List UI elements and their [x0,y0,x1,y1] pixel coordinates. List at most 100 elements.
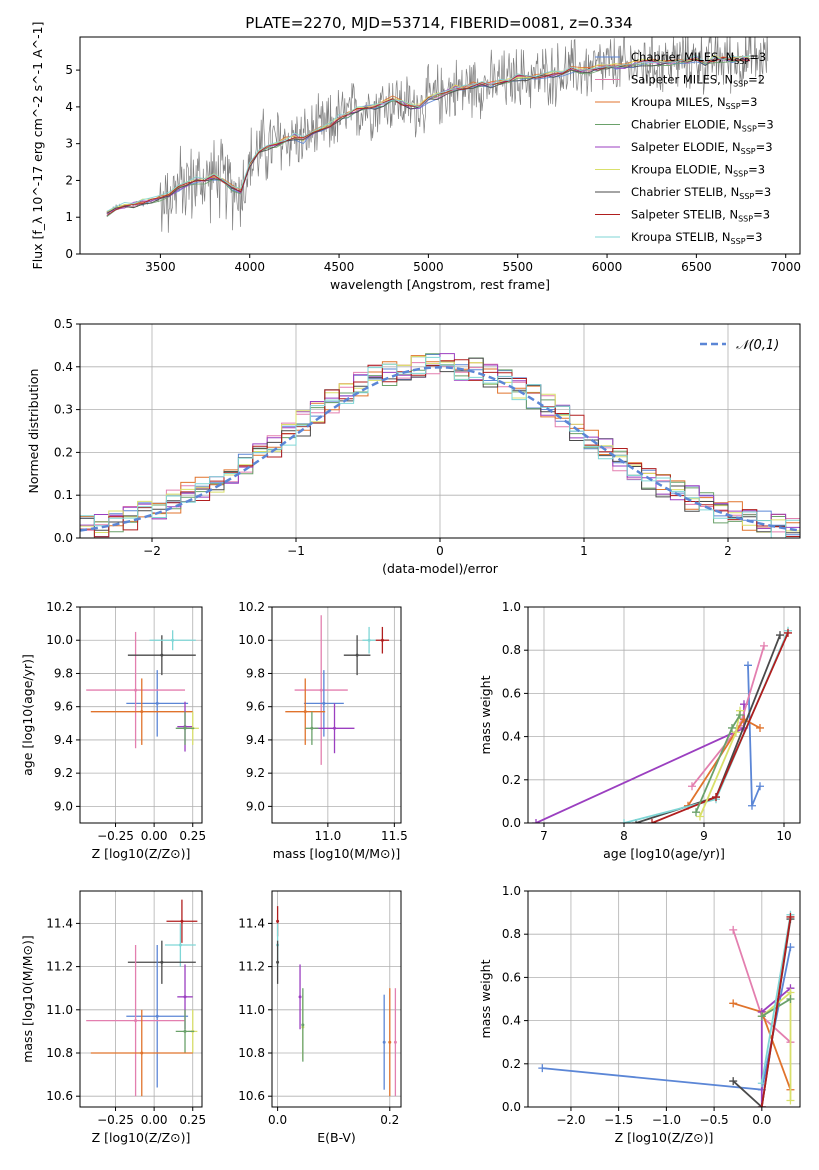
spectrum-ytick-label: 2 [65,173,73,187]
spectrum-ytick-label: 4 [65,100,73,114]
mass_vs_z-xlabel: Z [log10(Z/Z⊙)] [92,1130,191,1145]
residuals-ytick-label: 0.1 [54,488,73,502]
spectrum-legend: Chabrier MILES, NSSP=3 Salpeter MILES, NS… [595,50,774,246]
spectrum-xtick-label: 4000 [234,260,265,274]
legend-count: =3 [746,230,763,244]
figure-title: PLATE=2270, MJD=53714, FIBERID=0081, z=0… [245,14,632,32]
weight_vs_z-marker-chabrier_elodie [786,995,795,1003]
age_vs_z-chabrier_elodie-point [183,726,187,730]
histogram-kroupa_stelib [80,356,800,538]
legend-subscript: SSP [731,237,746,246]
age_vs_z-chabrier_miles-point [155,701,159,705]
weight_vs_age-content [532,626,792,823]
age_vs_z-plot-area [80,607,202,823]
spectrum-ylabel: Flux [f_λ 10^-17 erg cm^-2 s^-1 A^-1] [30,22,45,270]
age_vs_z-xtick-label: 0.00 [141,829,168,843]
age_vs_z-xlabel: Z [log10(Z/Z⊙)] [92,846,191,861]
mass_vs_ebv-chabrier_miles-point [382,1040,386,1044]
legend-count: =3 [757,118,774,132]
age_vs_mass-panel: 11.0 11.5 9.0 9.2 9.4 9.6 9.8 10.0 10.2 mass [log… [238,600,407,861]
spectrum-ytick-label: 3 [65,137,73,151]
residuals-ytick-label: 0.4 [54,360,73,374]
age_vs_mass-ytick-label: 10.2 [238,600,265,614]
spectrum-plot-area [80,37,800,254]
legend-label-normal: 𝒩(0,1) [736,338,779,353]
weight_vs_z-xtick-label: −0.5 [700,1113,729,1127]
weight_vs_age-xlabel: age [log10(age/yr)] [603,846,725,861]
weight_vs_age-marker-salpeter_miles [760,641,768,650]
age_vs_mass-kroupa_miles-point [303,710,307,714]
mass_vs_z-ytick-label: 10.8 [46,1046,73,1060]
mass_vs_z-kroupa_stelib-point [178,943,182,947]
weight_vs_z-xtick-label: −2.0 [556,1113,585,1127]
weight_vs_z-marker-salpeter_stelib [757,1103,766,1107]
age_vs_mass-ytick-label: 10.0 [238,633,265,647]
weight_vs_age-ylabel: mass weight [478,675,493,754]
legend-subscript: SSP [739,192,754,201]
weight_vs_z-marker-kroupa_elodie [786,1096,795,1105]
weight_vs_z-line-salpeter_stelib [760,916,792,1107]
legend-count: =3 [741,95,758,109]
mass_vs_ebv-xtick-label: 0.0 [268,1113,287,1127]
weight_vs_age-ytick-label: 0.0 [502,816,521,830]
residuals-ytick-label: 0.0 [54,531,73,545]
weight_vs_age-xtick-label: 10 [776,829,791,843]
age_vs_z-ytick-label: 9.4 [54,733,73,747]
age_vs_z-chabrier_stelib-point [160,653,164,657]
mass_vs_z-ylabel: mass [log10(M/M⊙)] [20,935,35,1063]
age_vs_mass-chabrier_miles-point [322,701,326,705]
age_vs_mass-xtick-label: 11.5 [381,829,408,843]
age_vs_mass-frame [271,606,402,824]
mass_vs_ebv-ytick-label: 11.2 [238,960,265,974]
age_vs_z-ylabel: age [log10(age/yr)] [20,654,35,776]
age_vs_z-panel: −0.25 0.00 0.25 9.0 9.2 9.4 9.6 9.8 10.0 10.2 Z [l… [20,600,206,861]
residuals-xtick-label: −2 [143,544,161,558]
spectrum-ytick-label: 5 [65,63,73,77]
weight_vs_age-marker-chabrier_elodie [736,711,744,719]
residuals-ylabel: Normed distribution [26,369,41,494]
mass_vs_ebv-salpeter_miles-point [393,1040,397,1044]
weight_vs_z-xlabel: Z [log10(Z/Z⊙)] [615,1130,714,1145]
mass_vs_z-frame [79,890,203,1108]
weight_vs_age-marker-kroupa_stelib [620,819,628,823]
weight_vs_z-marker-salpeter_stelib [786,912,795,921]
mass_vs_ebv-salpeter_stelib-point [276,919,280,923]
weight_vs_z-ytick-label: 1.0 [502,884,521,898]
residuals-xtick-label: 0 [436,544,444,558]
weight_vs_z-xtick-label: −1.0 [652,1113,681,1127]
normal-curve [80,366,800,532]
weight_vs_age-marker-chabrier_stelib [776,631,784,640]
mass_vs_z-salpeter_miles-point [134,1019,138,1023]
mass_vs_ebv-chabrier_stelib-point [276,960,280,964]
mass_vs_ebv-kroupa_miles-point [388,1040,392,1044]
legend-count: =3 [753,208,770,222]
spectrum-xtick-label: 5000 [413,260,444,274]
weight_vs_z-ytick-label: 0.0 [502,1100,521,1114]
spectrum-panel: 3500 4000 4500 5000 5500 6000 6500 7000 0 1 2 3 4 5 wa… [30,22,801,292]
weight_vs_age-marker-salpeter_stelib [712,793,720,802]
residuals-ytick-label: 0.2 [54,445,73,459]
weight_vs_age-marker-salpeter_stelib [648,819,656,823]
model-line-chabrier_miles [106,58,751,217]
mass_vs_z-chabrier_stelib-point [160,960,164,964]
age_vs_mass-kroupa_stelib-point [367,638,371,642]
residuals-xtick-label: 2 [724,544,732,558]
spectrum-content [106,37,769,233]
weight_vs_age-panel: 7 8 9 10 0.0 0.2 0.4 0.6 0.8 1.0 age [log10(age/yr… [478,600,801,861]
legend-subscript: SSP [733,170,748,179]
mass_vs_z-content [86,899,198,1097]
weight_vs_age-marker-chabrier_elodie [728,723,736,732]
legend-count: =3 [754,185,771,199]
mass_vs_ebv-ytick-label: 11.4 [238,916,265,930]
residuals-xtick-label: −1 [287,544,305,558]
weight_vs_age-ytick-label: 0.8 [502,643,521,657]
weight_vs_z-ytick-label: 0.8 [502,927,521,941]
weight_vs_age-marker-chabrier_miles [756,782,764,791]
mass_vs_z-ytick-label: 11.0 [46,1003,73,1017]
mass_vs_ebv-xtick-label: 0.2 [380,1113,399,1127]
age_vs_z-kroupa_miles-point [140,710,144,714]
age_vs_z-ytick-label: 9.8 [54,666,73,680]
legend-label-kroupa_elodie: Kroupa ELODIE, NSSP=3 [631,163,765,179]
spectrum-xtick-label: 5500 [502,260,533,274]
weight_vs_z-content [538,910,795,1107]
